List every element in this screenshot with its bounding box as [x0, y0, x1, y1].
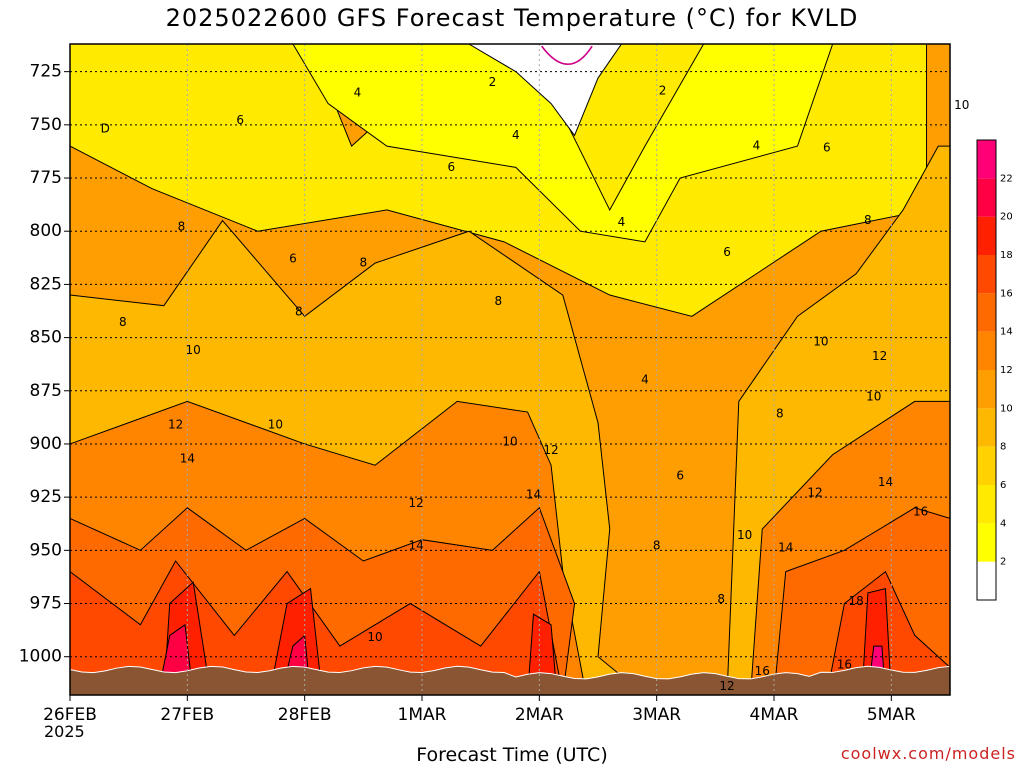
contour-label-3: 2: [659, 83, 667, 97]
contour-label-10: 4: [618, 215, 626, 229]
y-tick-label-0: 725: [30, 62, 62, 82]
contour-label-43: 16: [755, 664, 770, 678]
contour-label-28: 12: [543, 443, 558, 457]
contour-label-17: 8: [295, 305, 303, 319]
y-tick-label-4: 825: [30, 274, 62, 294]
y-tick-label-1: 750: [30, 115, 62, 135]
contour-label-8: 10: [954, 98, 969, 112]
colorbar-swatch-1: [977, 523, 996, 562]
contour-label-2: 2: [489, 75, 497, 89]
contour-label-37: 8: [653, 539, 661, 553]
contour-label-38: 10: [737, 528, 752, 542]
contour-label-36: 14: [408, 539, 423, 553]
x-tick-label-0: 26FEB: [43, 705, 97, 725]
plot-frame: [69, 43, 951, 696]
colorbar-swatch-6: [977, 331, 996, 370]
y-tick-label-8: 925: [30, 487, 62, 507]
contour-label-0: D: [101, 122, 110, 136]
contour-label-42: 10: [367, 630, 382, 644]
contour-label-26: 10: [268, 417, 283, 431]
colorbar-label-8: 18: [1000, 250, 1013, 261]
contour-label-18: 8: [494, 294, 502, 308]
colorbar-label-4: 10: [1000, 403, 1013, 414]
credit-label: coolwx.com/models: [840, 744, 1016, 763]
y-tick-label-9: 950: [30, 540, 62, 560]
colorbar-swatch-7: [977, 293, 996, 332]
x-tick-label-1: 27FEB: [160, 705, 214, 725]
x-tick-label-3: 1MAR: [398, 705, 447, 725]
zero-contour: [541, 45, 593, 65]
contour-label-9: 6: [448, 160, 456, 174]
temperature-band-1: [292, 43, 834, 243]
contour-label-11: 8: [178, 219, 186, 233]
contour-label-45: 12: [719, 679, 734, 693]
colorbar-label-10: 22: [1000, 173, 1013, 184]
contour-label-21: 12: [872, 349, 887, 363]
y-tick-label-2: 775: [30, 168, 62, 188]
x-axis-label: Forecast Time (UTC): [416, 744, 608, 766]
contour-label-29: 14: [180, 451, 195, 465]
colorbar-label-2: 6: [1000, 480, 1006, 491]
contour-label-41: 18: [848, 594, 863, 608]
colorbar-label-1: 4: [1000, 518, 1006, 529]
contour-label-23: 8: [776, 407, 784, 421]
y-tick-label-7: 900: [30, 434, 62, 454]
contour-label-15: 6: [723, 245, 731, 259]
contour-label-16: 8: [119, 315, 127, 329]
y-tick-label-10: 975: [30, 594, 62, 614]
contour-label-34: 14: [878, 475, 893, 489]
contour-label-12: 8: [864, 213, 872, 227]
chart-title: 2025022600 GFS Forecast Temperature (°C)…: [165, 4, 859, 32]
contour-label-20: 10: [186, 343, 201, 357]
year-label: 2025: [44, 722, 85, 741]
colorbar-swatch-10: [977, 178, 996, 217]
contour-label-39: 14: [778, 541, 793, 555]
contour-label-6: 4: [753, 139, 761, 153]
colorbar-swatch-8: [977, 255, 996, 294]
contour-label-7: 6: [823, 141, 831, 155]
contour-label-1: 4: [354, 85, 362, 99]
colorbar-label-3: 8: [1000, 442, 1006, 453]
contour-label-24: 10: [866, 390, 881, 404]
colorbar-frame: [976, 139, 997, 601]
contour-label-44: 16: [837, 658, 852, 672]
colorbar-label-6: 14: [1000, 327, 1013, 338]
y-tick-label-3: 800: [30, 221, 62, 241]
contour-label-22: 4: [641, 373, 649, 387]
colorbar-swatch-5: [977, 370, 996, 409]
contour-label-40: 8: [717, 592, 725, 606]
colorbar-swatch-4: [977, 408, 996, 447]
colorbar-label-5: 12: [1000, 365, 1013, 376]
contour-label-13: 6: [289, 251, 297, 265]
contour-label-33: 14: [526, 488, 541, 502]
x-tick-label-2: 28FEB: [278, 705, 332, 725]
colorbar-swatch-0: [977, 561, 996, 600]
y-tick-label-5: 850: [30, 328, 62, 348]
colorbar-label-9: 20: [1000, 212, 1013, 223]
x-tick-label-6: 4MAR: [750, 705, 799, 725]
colorbar-swatch-2: [977, 485, 996, 524]
contour-label-27: 10: [502, 434, 517, 448]
contour-label-32: 12: [408, 496, 423, 510]
contour-label-31: 12: [807, 485, 822, 499]
contour-label-30: 6: [676, 468, 684, 482]
contour-label-35: 16: [913, 505, 928, 519]
terrain: [69, 665, 951, 696]
x-tick-label-7: 5MAR: [867, 705, 916, 725]
y-tick-label-6: 875: [30, 381, 62, 401]
contour-label-19: 10: [813, 334, 828, 348]
contour-label-5: 4: [512, 128, 520, 142]
colorbar-swatch-11: [977, 140, 996, 179]
colorbar-swatch-9: [977, 216, 996, 255]
colorbar-label-0: 2: [1000, 557, 1006, 568]
x-tick-label-5: 3MAR: [632, 705, 681, 725]
colorbar-swatch-3: [977, 446, 996, 485]
y-tick-label-11: 1000: [19, 647, 62, 667]
contour-label-14: 8: [360, 256, 368, 270]
contour-label-4: 6: [236, 113, 244, 127]
colorbar-label-7: 16: [1000, 288, 1013, 299]
x-tick-label-4: 2MAR: [515, 705, 564, 725]
contour-label-25: 12: [168, 417, 183, 431]
